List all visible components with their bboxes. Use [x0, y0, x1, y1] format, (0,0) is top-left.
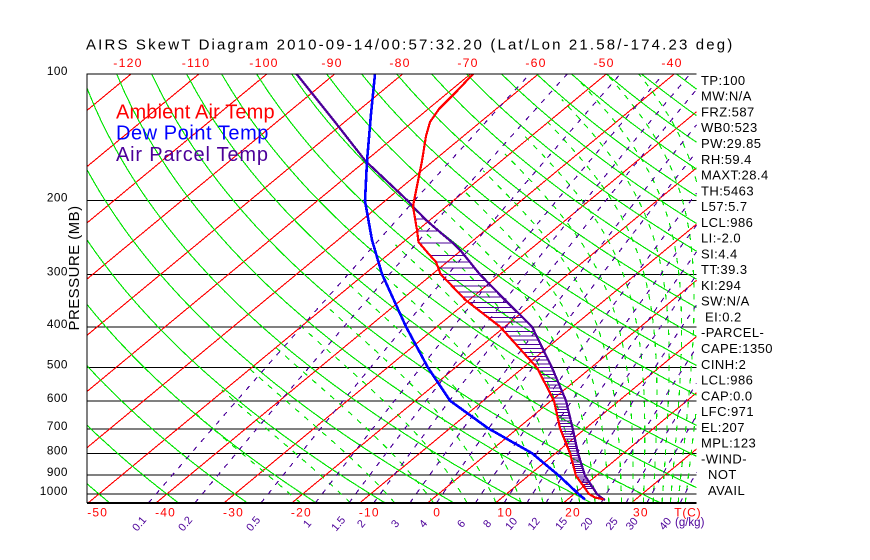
svg-text:-50: -50: [593, 56, 614, 70]
svg-text:1000: 1000: [40, 484, 68, 498]
svg-text:(g/kg): (g/kg): [675, 517, 705, 529]
svg-text:200: 200: [47, 190, 68, 204]
svg-text:MPL:123: MPL:123: [701, 436, 756, 451]
svg-text:-120: -120: [113, 56, 142, 70]
svg-text:MW:N/A: MW:N/A: [701, 89, 752, 104]
svg-text:LFC:971: LFC:971: [701, 404, 754, 419]
svg-text:NOT: NOT: [708, 467, 737, 482]
svg-text:-50: -50: [87, 506, 108, 520]
svg-text:-90: -90: [321, 56, 342, 70]
svg-text:-100: -100: [249, 56, 278, 70]
svg-text:-30: -30: [223, 506, 244, 520]
svg-text:MAXT:28.4: MAXT:28.4: [701, 168, 769, 183]
svg-text:700: 700: [47, 419, 68, 433]
svg-text:-40: -40: [661, 56, 682, 70]
svg-text:AVAIL: AVAIL: [708, 483, 745, 498]
svg-text:Air Parcel Temp: Air Parcel Temp: [116, 144, 269, 166]
svg-text:RH:59.4: RH:59.4: [701, 152, 752, 167]
svg-text:AIRS SkewT Diagram 2010-09-14/: AIRS SkewT Diagram 2010-09-14/00:57:32.2…: [86, 37, 734, 54]
svg-text:EI:0.2: EI:0.2: [705, 309, 742, 324]
svg-text:-WIND-: -WIND-: [701, 451, 747, 466]
svg-text:20: 20: [565, 506, 581, 520]
svg-text:LI:-2.0: LI:-2.0: [701, 231, 741, 246]
svg-text:-PARCEL-: -PARCEL-: [701, 325, 764, 340]
svg-text:SW:N/A: SW:N/A: [701, 294, 750, 309]
svg-text:800: 800: [47, 443, 68, 457]
svg-text:LCL:986: LCL:986: [701, 373, 753, 388]
svg-text:EL:207: EL:207: [701, 420, 745, 435]
svg-text:Ambient Air Temp: Ambient Air Temp: [116, 101, 275, 123]
svg-text:CAP:0.0: CAP:0.0: [701, 388, 753, 403]
svg-text:KI:294: KI:294: [701, 278, 741, 293]
svg-text:500: 500: [47, 358, 68, 372]
svg-text:400: 400: [47, 317, 68, 331]
svg-text:30: 30: [633, 506, 649, 520]
svg-text:100: 100: [47, 64, 68, 78]
svg-text:CAPE:1350: CAPE:1350: [701, 341, 773, 356]
svg-text:SI:4.4: SI:4.4: [701, 246, 738, 261]
svg-text:300: 300: [47, 264, 68, 278]
svg-text:WB0:523: WB0:523: [701, 120, 758, 135]
svg-text:TP:100: TP:100: [701, 73, 746, 88]
svg-text:L57:5.7: L57:5.7: [701, 199, 748, 214]
svg-text:-70: -70: [457, 56, 478, 70]
svg-text:-40: -40: [155, 506, 176, 520]
svg-text:PRESSURE (MB): PRESSURE (MB): [66, 205, 83, 330]
svg-text:-10: -10: [359, 506, 380, 520]
svg-text:900: 900: [47, 465, 68, 479]
svg-text:600: 600: [47, 391, 68, 405]
svg-text:LCL:986: LCL:986: [701, 215, 753, 230]
svg-text:-80: -80: [389, 56, 410, 70]
svg-text:-20: -20: [291, 506, 312, 520]
svg-text:TT:39.3: TT:39.3: [701, 262, 748, 277]
svg-text:PW:29.85: PW:29.85: [701, 136, 761, 151]
svg-text:0: 0: [433, 506, 441, 520]
svg-text:TH:5463: TH:5463: [701, 183, 754, 198]
svg-text:T(C): T(C): [674, 506, 701, 520]
svg-text:FRZ:587: FRZ:587: [701, 104, 755, 119]
svg-text:-60: -60: [525, 56, 546, 70]
svg-text:Dew Point Temp: Dew Point Temp: [116, 123, 269, 145]
svg-text:CINH:2: CINH:2: [701, 357, 746, 372]
svg-text:-110: -110: [182, 56, 211, 70]
svg-text:10: 10: [497, 506, 513, 520]
